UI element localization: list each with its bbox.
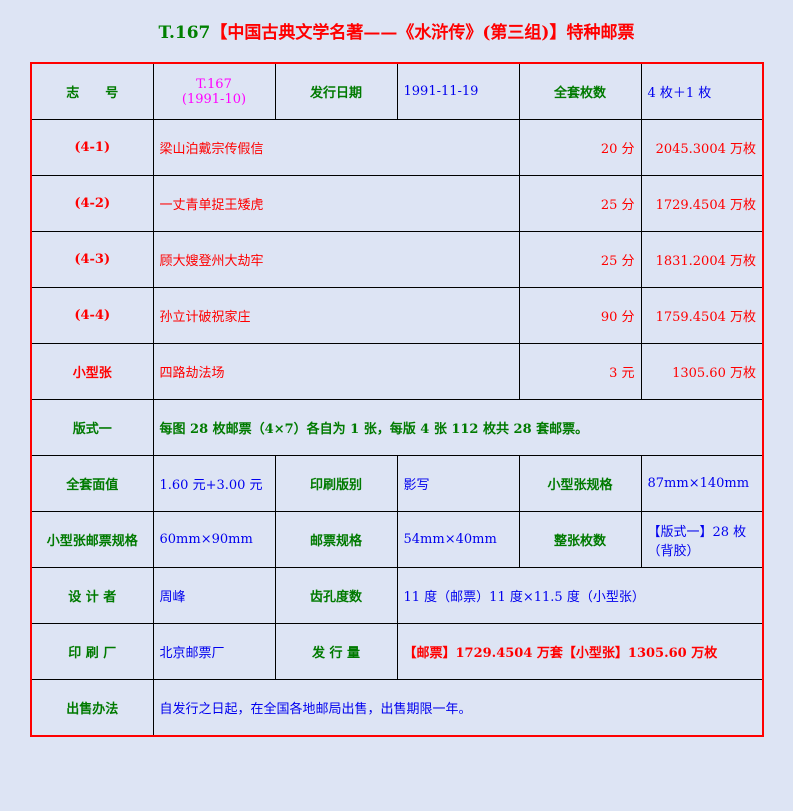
date-label: 发行日期 bbox=[274, 62, 398, 120]
date-value: 1991-11-19 bbox=[396, 62, 520, 120]
count-value: 4 枚＋1 枚 bbox=[640, 62, 764, 120]
table-row: 印 刷 厂北京邮票厂 发 行 量【邮票】1729.4504 万套【小型张】130… bbox=[30, 623, 764, 680]
printer-label: 印 刷 厂 bbox=[30, 623, 154, 680]
perf-value: 11 度（邮票）11 度×11.5 度（小型张） bbox=[396, 567, 764, 624]
ms-stamp-value: 60mm×90mm bbox=[152, 511, 276, 568]
sale-value: 自发行之日起，在全国各地邮局出售，出售期限一年。 bbox=[152, 679, 764, 737]
designer-value: 周峰 bbox=[152, 567, 276, 624]
table-row: (4-2) 一丈青单捉王矮虎 25 分 1729.4504 万枚 bbox=[30, 175, 764, 232]
stamp-name: 一丈青单捉王矮虎 bbox=[152, 175, 520, 232]
table-row: (4-1) 梁山泊戴宗传假信 20 分 2045.3004 万枚 bbox=[30, 119, 764, 176]
face-value: 1.60 元+3.00 元 bbox=[152, 455, 276, 512]
ms-size-value: 87mm×140mm bbox=[640, 455, 764, 512]
stamp-value: 90 分 bbox=[518, 287, 642, 344]
sheet-label: 整张枚数 bbox=[518, 511, 642, 568]
title-name: 【中国古典文学名著——《水浒传》(第三组)】特种邮票 bbox=[210, 23, 635, 43]
stamp-qty: 1305.60 万枚 bbox=[640, 343, 764, 400]
stamp-qty: 1759.4504 万枚 bbox=[640, 287, 764, 344]
stamp-name: 顾大嫂登州大劫牢 bbox=[152, 231, 520, 288]
perf-label: 齿孔度数 bbox=[274, 567, 398, 624]
zhihao-label: 志 号 bbox=[30, 62, 154, 120]
designer-label: 设 计 者 bbox=[30, 567, 154, 624]
format-value: 每图 28 枚邮票（4×7）各自为 1 张，每版 4 张 112 枚共 28 套… bbox=[152, 399, 764, 456]
sale-label: 出售办法 bbox=[30, 679, 154, 737]
zhihao-sub: (1991-10) bbox=[181, 91, 247, 107]
stamp-size-label: 邮票规格 bbox=[274, 511, 398, 568]
table-row: 设 计 者周峰 齿孔度数 11 度（邮票）11 度×11.5 度（小型张） bbox=[30, 567, 764, 624]
table-row: (4-3) 顾大嫂登州大劫牢 25 分 1831.2004 万枚 bbox=[30, 231, 764, 288]
format-label: 版式一 bbox=[30, 399, 154, 456]
face-label: 全套面值 bbox=[30, 455, 154, 512]
table-row: (4-4) 孙立计破祝家庄 90 分 1759.4504 万枚 bbox=[30, 287, 764, 344]
table-row: 全套面值 1.60 元+3.00 元 印刷版别 影写 小型张规格 87mm×140mm bbox=[30, 455, 764, 512]
stamp-info-table: 志 号 T.167 (1991-10) 发行日期 1991-11-19 全套枚数 … bbox=[30, 62, 764, 737]
print-label: 印刷版别 bbox=[274, 455, 398, 512]
stamp-qty: 1729.4504 万枚 bbox=[640, 175, 764, 232]
stamp-no: (4-3) bbox=[30, 231, 154, 288]
ms-size-label: 小型张规格 bbox=[518, 455, 642, 512]
stamp-no: (4-1) bbox=[30, 119, 154, 176]
ms-stamp-label: 小型张邮票规格 bbox=[30, 511, 154, 568]
stamp-no: 小型张 bbox=[30, 343, 154, 400]
stamp-no: (4-2) bbox=[30, 175, 154, 232]
zhihao-value: T.167 (1991-10) bbox=[152, 62, 276, 120]
stamp-qty: 1831.2004 万枚 bbox=[640, 231, 764, 288]
print-value: 影写 bbox=[396, 455, 520, 512]
table-row: 小型张邮票规格 60mm×90mm 邮票规格 54mm×40mm 整张枚数 【版式一】… bbox=[30, 511, 764, 568]
page-title: T.167【中国古典文学名著——《水浒传》(第三组)】特种邮票 bbox=[0, 18, 793, 43]
stamp-size-value: 54mm×40mm bbox=[396, 511, 520, 568]
issue-value: 【邮票】1729.4504 万套【小型张】1305.60 万枚 bbox=[396, 623, 764, 680]
stamp-value: 25 分 bbox=[518, 175, 642, 232]
table-row: 志 号 T.167 (1991-10) 发行日期 1991-11-19 全套枚数 … bbox=[30, 62, 764, 120]
zhihao-code: T.167 bbox=[196, 76, 232, 92]
count-label: 全套枚数 bbox=[518, 62, 642, 120]
table-row: 版式一 每图 28 枚邮票（4×7）各自为 1 张，每版 4 张 112 枚共 2… bbox=[30, 399, 764, 456]
table-row: 小型张 四路劫法场 3 元 1305.60 万枚 bbox=[30, 343, 764, 400]
stamp-name: 梁山泊戴宗传假信 bbox=[152, 119, 520, 176]
stamp-name: 四路劫法场 bbox=[152, 343, 520, 400]
stamp-qty: 2045.3004 万枚 bbox=[640, 119, 764, 176]
stamp-value: 20 分 bbox=[518, 119, 642, 176]
sheet-value: 【版式一】28 枚（背胶） bbox=[640, 511, 764, 568]
stamp-value: 25 分 bbox=[518, 231, 642, 288]
table-row: 出售办法 自发行之日起，在全国各地邮局出售，出售期限一年。 bbox=[30, 679, 764, 737]
issue-label: 发 行 量 bbox=[274, 623, 398, 680]
title-code: T.167 bbox=[158, 23, 211, 43]
printer-value: 北京邮票厂 bbox=[152, 623, 276, 680]
stamp-name: 孙立计破祝家庄 bbox=[152, 287, 520, 344]
stamp-value: 3 元 bbox=[518, 343, 642, 400]
stamp-no: (4-4) bbox=[30, 287, 154, 344]
